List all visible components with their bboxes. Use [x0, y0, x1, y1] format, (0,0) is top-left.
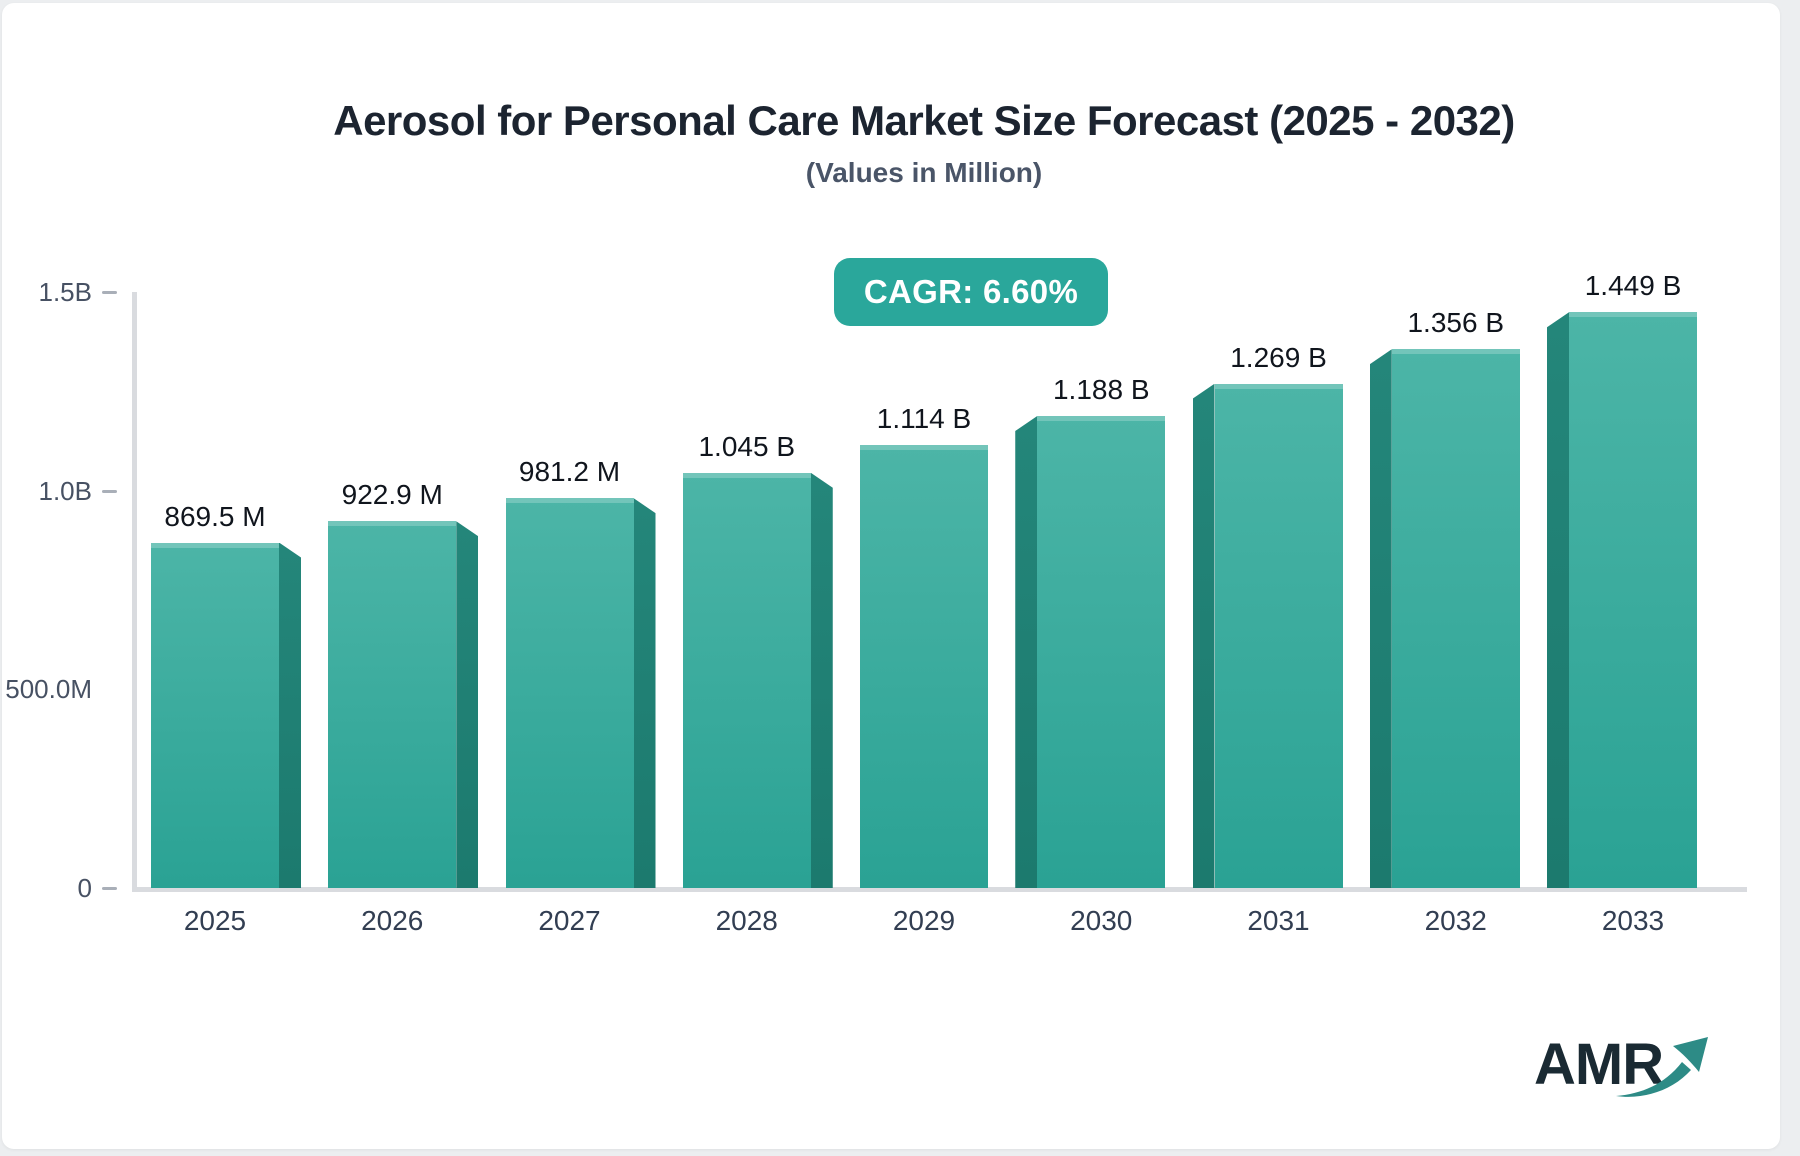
bar-face	[328, 521, 457, 888]
y-axis-line	[132, 292, 137, 891]
bar-face	[151, 542, 279, 888]
y-tick-mark	[102, 489, 117, 493]
bar-value-label: 1.356 B	[1407, 307, 1505, 339]
bar-top-highlight	[860, 445, 988, 451]
x-axis-label-2026: 2026	[361, 905, 424, 936]
bar-face	[860, 445, 988, 888]
amr-logo-text: AMR	[1534, 1032, 1664, 1097]
bar-value-label: 869.5 M	[164, 500, 266, 532]
bar-top-highlight	[505, 498, 634, 504]
y-tick-label: 500.0M	[5, 674, 92, 705]
y-tick-label: 0	[77, 873, 92, 903]
x-axis-line	[132, 887, 1747, 892]
bar-side-face	[810, 472, 833, 888]
chart-card: Aerosol for Personal Care Market Size Fo…	[2, 3, 1780, 1149]
bar-face	[1391, 349, 1520, 888]
bar-side-face	[1547, 312, 1569, 888]
bar-top-highlight	[1214, 383, 1343, 389]
bar-side-face	[1192, 383, 1215, 888]
bar-face	[682, 472, 811, 888]
bar-face	[1569, 312, 1697, 888]
x-axis-label-2029: 2029	[892, 905, 956, 936]
chart-subtitle: (Values in Million)	[805, 157, 1043, 188]
cagr-badge: CAGR: 6.60%	[834, 258, 1108, 326]
bar-top-highlight	[328, 521, 457, 527]
bar-top-highlight	[1037, 415, 1166, 421]
y-tick-mark	[102, 291, 117, 294]
bar-value-label: 1.188 B	[1052, 373, 1150, 405]
bar-top-highlight	[682, 472, 811, 478]
x-axis-label-2030: 2030	[1070, 905, 1133, 936]
x-axis-label-2027: 2027	[538, 905, 601, 936]
bar-value-label: 922.9 M	[341, 479, 443, 511]
bar-face	[1214, 383, 1343, 888]
bar-top-highlight	[1391, 349, 1520, 355]
x-axis-label-2033: 2033	[1601, 905, 1665, 936]
bar-side-face	[633, 498, 656, 888]
bar-value-label: 1.269 B	[1230, 341, 1327, 373]
bar-face	[505, 498, 634, 888]
y-tick-label: 1.5B	[38, 277, 93, 307]
bar-side-face	[1369, 349, 1392, 888]
bar-side-face	[1015, 415, 1038, 888]
x-axis-label-2025: 2025	[183, 905, 247, 936]
bar-top-highlight	[151, 542, 279, 548]
bar-face	[1037, 415, 1166, 888]
x-axis-label-2032: 2032	[1424, 905, 1487, 936]
bar-side-face	[456, 521, 479, 888]
bar-value-label: 981.2 M	[518, 456, 621, 488]
y-tick-mark	[102, 887, 117, 890]
chart-title: Aerosol for Personal Care Market Size Fo…	[333, 97, 1515, 144]
y-tick-label: 1.0B	[38, 475, 93, 506]
bar-top-highlight	[1569, 312, 1697, 318]
bar-value-label: 1.045 B	[698, 430, 796, 462]
growth-arrow-icon	[1616, 1037, 1708, 1097]
bar-side-face	[279, 542, 301, 888]
bar-value-label: 1.449 B	[1584, 270, 1682, 302]
x-axis-label-2028: 2028	[715, 905, 778, 936]
x-axis-label-2031: 2031	[1247, 905, 1310, 936]
bar-value-label: 1.114 B	[876, 403, 972, 435]
amr-logo: AMR	[1534, 1033, 1714, 1113]
